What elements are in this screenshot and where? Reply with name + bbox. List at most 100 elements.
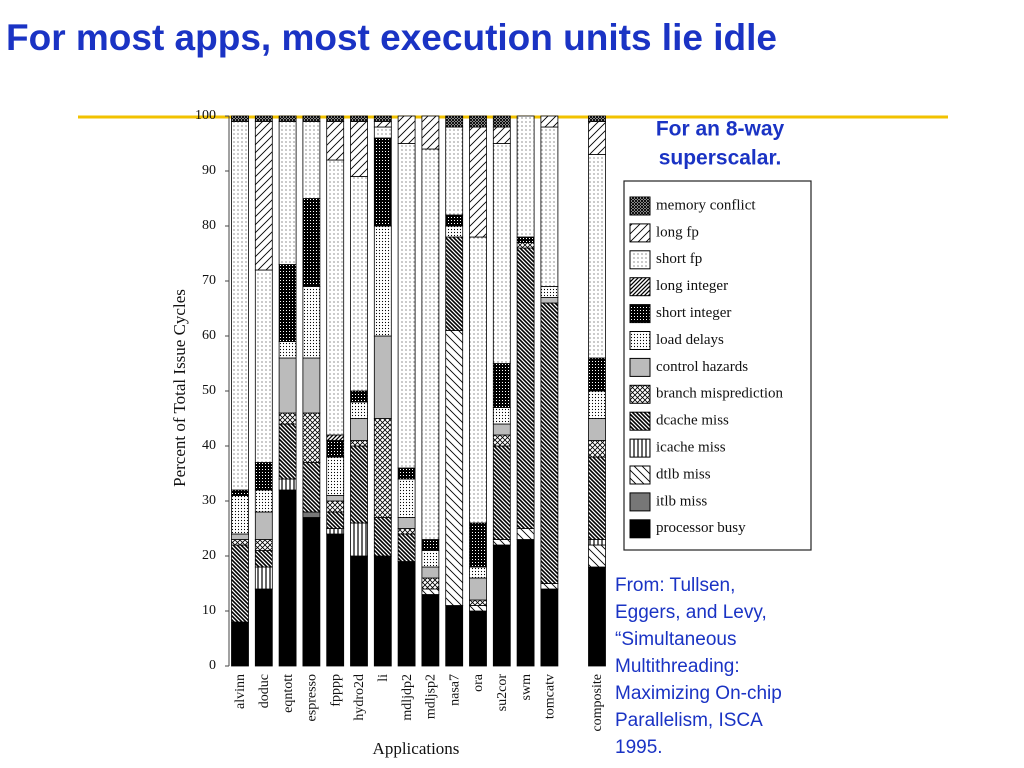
- bar-segment: [588, 154, 606, 359]
- bar-segment: [397, 517, 416, 529]
- x-tick-label: su2cor: [495, 674, 510, 712]
- legend-box: [623, 180, 812, 551]
- note-line: superscalar.: [659, 147, 782, 170]
- x-tick-label: alvinn: [233, 674, 248, 709]
- x-tick-label: tomcatv: [543, 674, 558, 719]
- bar-segment: [278, 264, 297, 342]
- bar-segment: [350, 522, 368, 557]
- bar-segment: [231, 115, 249, 122]
- bar-segment: [397, 533, 416, 562]
- bar-segment: [373, 517, 392, 557]
- bar-segment: [469, 126, 487, 238]
- bar-segment: [469, 577, 487, 601]
- bar-segment: [373, 225, 392, 337]
- y-tick-label: 90: [202, 163, 216, 178]
- bar-segment: [492, 434, 511, 447]
- bar-segment: [492, 126, 511, 144]
- legend-label: control hazards: [656, 359, 748, 375]
- bar-segment: [350, 115, 368, 122]
- legend-swatch: [629, 519, 651, 539]
- bar-segment: [326, 159, 345, 436]
- bar-segment: [469, 566, 487, 579]
- bar-segment: [492, 407, 511, 425]
- bar-segment: [421, 594, 440, 667]
- bar-segment: [540, 297, 559, 304]
- legend-label: dtlb miss: [656, 466, 711, 482]
- bar-segment: [588, 456, 606, 540]
- y-tick-label: 30: [202, 493, 216, 508]
- bar-segment: [302, 462, 321, 513]
- bar-segment: [373, 137, 392, 227]
- bar-segment: [516, 539, 535, 667]
- bar-segment: [469, 599, 487, 606]
- x-tick-label: fpppp: [328, 674, 343, 707]
- bar-segment: [445, 115, 464, 128]
- bar-segment: [254, 550, 273, 568]
- bar-segment: [397, 115, 416, 144]
- x-tick-label: swm: [519, 674, 534, 701]
- bar-segment: [397, 528, 416, 535]
- bar-segment: [492, 423, 511, 436]
- bar-segment: [516, 242, 535, 249]
- bar-segment: [540, 115, 559, 128]
- x-tick-label: composite: [590, 674, 605, 732]
- bar-segment: [588, 390, 606, 419]
- bar-segment: [302, 286, 321, 359]
- x-tick-label: hydro2d: [352, 674, 367, 721]
- bar-segment: [421, 588, 440, 595]
- bar-segment: [492, 445, 511, 540]
- x-tick-label: doduc: [257, 674, 272, 708]
- bar-segment: [445, 330, 464, 606]
- bar-segment: [254, 269, 273, 463]
- bar-segment: [516, 236, 535, 243]
- bar-segment: [373, 418, 392, 518]
- bar-segment: [540, 286, 559, 298]
- bar-segment: [254, 588, 273, 667]
- bar-segment: [302, 198, 321, 287]
- y-tick-label: 70: [202, 273, 216, 288]
- bar-segment: [302, 511, 321, 518]
- bar-segment: [231, 544, 249, 623]
- legend-swatch: [629, 250, 651, 270]
- source-line: 1995.: [615, 737, 663, 758]
- bar-segment: [350, 390, 368, 403]
- bar-segment: [326, 511, 345, 529]
- x-tick-label: ora: [471, 673, 486, 692]
- bar-segment: [540, 126, 559, 287]
- bar-segment: [254, 539, 273, 551]
- bar-segment: [492, 115, 511, 128]
- bar-segment: [326, 121, 345, 161]
- y-tick-label: 40: [202, 438, 216, 453]
- legend-swatch: [629, 277, 651, 297]
- note-line: For an 8-way: [656, 118, 785, 141]
- bar-segment: [278, 115, 297, 122]
- legend-label: memory conflict: [656, 197, 756, 213]
- bar-segment: [588, 544, 606, 568]
- legend-swatch: [629, 384, 651, 404]
- bar-segment: [421, 115, 440, 150]
- source-line: Multithreading:: [615, 656, 740, 677]
- legend-swatch: [629, 492, 651, 512]
- y-tick-label: 60: [202, 328, 216, 343]
- legend-label: short integer: [656, 305, 731, 321]
- bar-segment: [254, 489, 273, 513]
- bar-segment: [373, 555, 392, 667]
- legend-label: dcache miss: [656, 413, 729, 429]
- bar-segment: [397, 478, 416, 518]
- bar-segment: [445, 225, 464, 238]
- bar-segment: [302, 517, 321, 667]
- bar-segment: [278, 489, 297, 667]
- legend-swatch: [629, 357, 651, 377]
- bar-segment: [492, 143, 511, 364]
- bar-segment: [588, 539, 606, 546]
- y-tick-label: 80: [202, 218, 216, 233]
- legend-label: long fp: [656, 224, 699, 240]
- bar-segment: [302, 121, 321, 199]
- bar-segment: [373, 335, 392, 419]
- legend-swatch: [629, 196, 651, 216]
- bar-segment: [302, 412, 321, 463]
- bar-segment: [350, 440, 368, 447]
- bar-segment: [373, 126, 392, 139]
- y-tick-label: 20: [202, 548, 216, 563]
- bar-segment: [421, 148, 440, 540]
